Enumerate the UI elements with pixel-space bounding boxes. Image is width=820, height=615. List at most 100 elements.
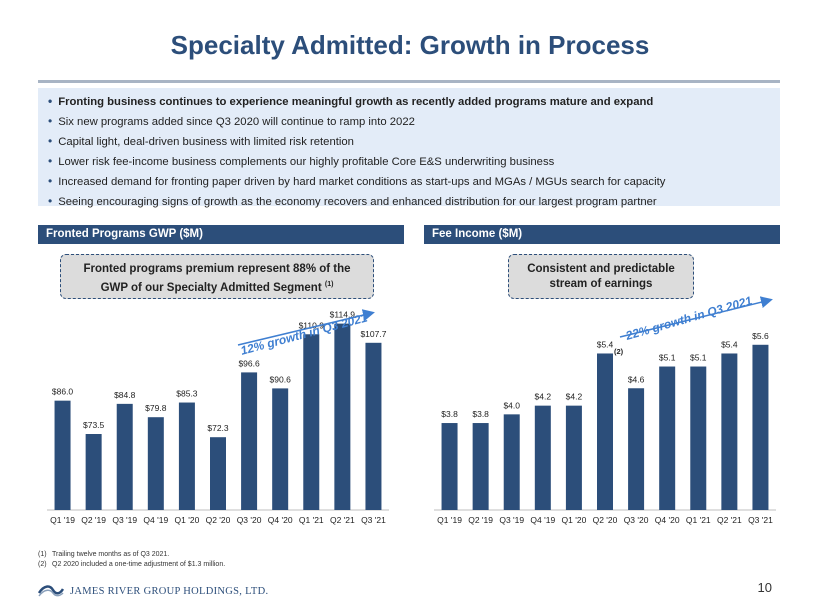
footnote-number: (2) [38,561,47,568]
gwp-bar [241,372,258,510]
fee-tick-label: Q1 '20 [562,515,587,525]
fee-tick-label: Q4 '20 [655,515,680,525]
fee-data-label: $5.4 [721,339,738,349]
gwp-tick-label: Q1 '21 [299,515,324,525]
fee-bar [752,344,769,510]
fee-growth-annotation: 22% growth in Q3 2021 [619,293,773,343]
gwp-tick-label: Q3 '20 [237,515,262,525]
gwp-bar [54,400,71,510]
gwp-bar [85,434,102,510]
gwp-tick-label: Q2 '19 [81,515,106,525]
gwp-bar [303,334,320,510]
gwp-data-label: $90.6 [270,374,292,384]
fee-bar [565,405,582,510]
bullet-text: Lower risk fee-income business complemen… [58,156,555,169]
gwp-tick-label: Q1 '20 [175,515,200,525]
fee-data-label: $4.0 [503,400,520,410]
fee-bar [534,405,551,510]
wave-logo-icon [38,585,64,597]
company-logo: JAMES RIVER GROUP HOLDINGS, LTD. [38,584,268,598]
fee-bar [721,353,738,510]
fee-bar [441,423,458,510]
bullet-dot-icon: • [48,154,53,169]
gwp-tick-label: Q4 '19 [143,515,168,525]
gwp-data-label: $84.8 [114,390,136,400]
gwp-tick-label: Q3 '21 [361,515,386,525]
gwp-bar [365,342,382,510]
bullet-dot-icon: • [48,94,53,108]
gwp-tick-label: Q3 '19 [112,515,137,525]
fee-tick-label: Q2 '20 [593,515,618,525]
fee-tick-label: Q1 '21 [686,515,711,525]
fee-data-label: $3.8 [472,409,489,419]
bullet-text: Six new programs added since Q3 2020 wil… [58,116,415,129]
fee-bar [472,423,489,510]
gwp-bar [147,417,164,510]
gwp-data-label: $85.3 [176,389,198,399]
fee-tick-label: Q1 '19 [437,515,462,525]
fee-tick-label: Q3 '21 [748,515,773,525]
footnote-2: (2) Q2 2020 included a one-time adjustmen… [38,560,225,570]
fee-tick-label: Q4 '19 [530,515,555,525]
gwp-data-label: $73.5 [83,420,105,430]
fee-data-label: $5.1 [659,353,676,363]
gwp-data-label: $107.7 [360,329,386,339]
bullet-item: • Increased demand for fronting paper dri… [48,172,770,192]
footnote-1: (1) Trailing twelve months as of Q3 2021. [38,550,225,560]
fee-growth-label: 22% growth in Q3 2021 [623,293,754,343]
page-number: 10 [757,580,772,595]
gwp-tick-label: Q1 '19 [50,515,75,525]
fee-bar-chart: $3.8 Q1 '19 $3.8 Q2 '19 $4.0 Q3 '19 $4.2 Q4 '19… [434,331,776,525]
company-name: JAMES RIVER GROUP HOLDINGS, LTD. [70,585,269,597]
gwp-data-label: $79.8 [145,403,167,413]
gwp-callout-text: GWP of our Specialty Admitted Segment [100,281,322,294]
gwp-bar [210,437,226,510]
fee-callout-line2: stream of earnings [549,278,653,290]
bullet-dot-icon: • [48,174,53,189]
gwp-bar [334,323,351,510]
gwp-callout-line1: Fronted programs premium represent 88% o… [83,263,351,275]
fee-bar [690,366,707,510]
gwp-data-label: $110.9 [299,320,325,330]
gwp-bar-chart: $86.0 Q1 '19 $73.5 Q2 '19 $84.8 Q3 '19 $79.8 Q4… [47,310,389,525]
fee-panel-header: Fee Income ($M) [424,225,780,244]
footnote-text: Q2 2020 included a one-time adjustment o… [52,561,226,568]
gwp-callout-line2: GWP of our Specialty Admitted Segment (1… [61,277,373,296]
bullet-dot-icon: • [48,114,53,129]
fee-bar [597,353,613,510]
bullet-item: • Lower risk fee-income business compleme… [48,152,770,172]
gwp-callout: Fronted programs premium represent 88% o… [60,254,374,299]
bullet-dot-icon: • [48,134,53,149]
bullet-text: Increased demand for fronting paper driv… [58,176,666,189]
fee-callout: Consistent and predictable stream of ear… [508,254,694,299]
fee-tick-label: Q3 '20 [624,515,649,525]
fee-data-label: $4.2 [566,392,583,402]
fee-data-label: $3.8 [441,409,458,419]
gwp-panel-header: Fronted Programs GWP ($M) [38,225,404,244]
footnote-number: (1) [38,551,47,558]
gwp-bar [116,403,133,510]
gwp-tick-label: Q2 '20 [206,515,231,525]
gwp-bar [178,402,195,510]
bullet-text: Seeing encouraging signs of growth as th… [58,196,657,209]
fee-data-label: $4.6 [628,374,645,384]
gwp-tick-label: Q4 '20 [268,515,293,525]
fee-data-label: $5.4 [597,339,614,349]
fee-tick-label: Q2 '19 [468,515,493,525]
fee-data-label: $5.1 [690,353,707,363]
fee-tick-label: Q2 '21 [717,515,742,525]
footnotes: (1) Trailing twelve months as of Q3 2021.… [38,550,225,570]
fee-tick-label: Q3 '19 [499,515,524,525]
bullet-list: • Fronting business continues to experien… [38,88,780,209]
bullet-item: • Capital light, deal-driven business wit… [48,132,770,152]
fee-bar [659,366,676,510]
fee-data-label: $5.6 [752,331,769,341]
footnote-text: Trailing twelve months as of Q3 2021. [52,551,170,558]
bullet-item: • Fronting business continues to experien… [48,92,770,112]
bullet-item: • Six new programs added since Q3 2020 wi… [48,112,770,132]
fee-bar [628,388,645,510]
q2-2020-footnote-ref: (2) [614,347,624,356]
gwp-data-label: $114.9 [330,310,356,320]
gwp-data-label: $72.3 [207,423,229,433]
